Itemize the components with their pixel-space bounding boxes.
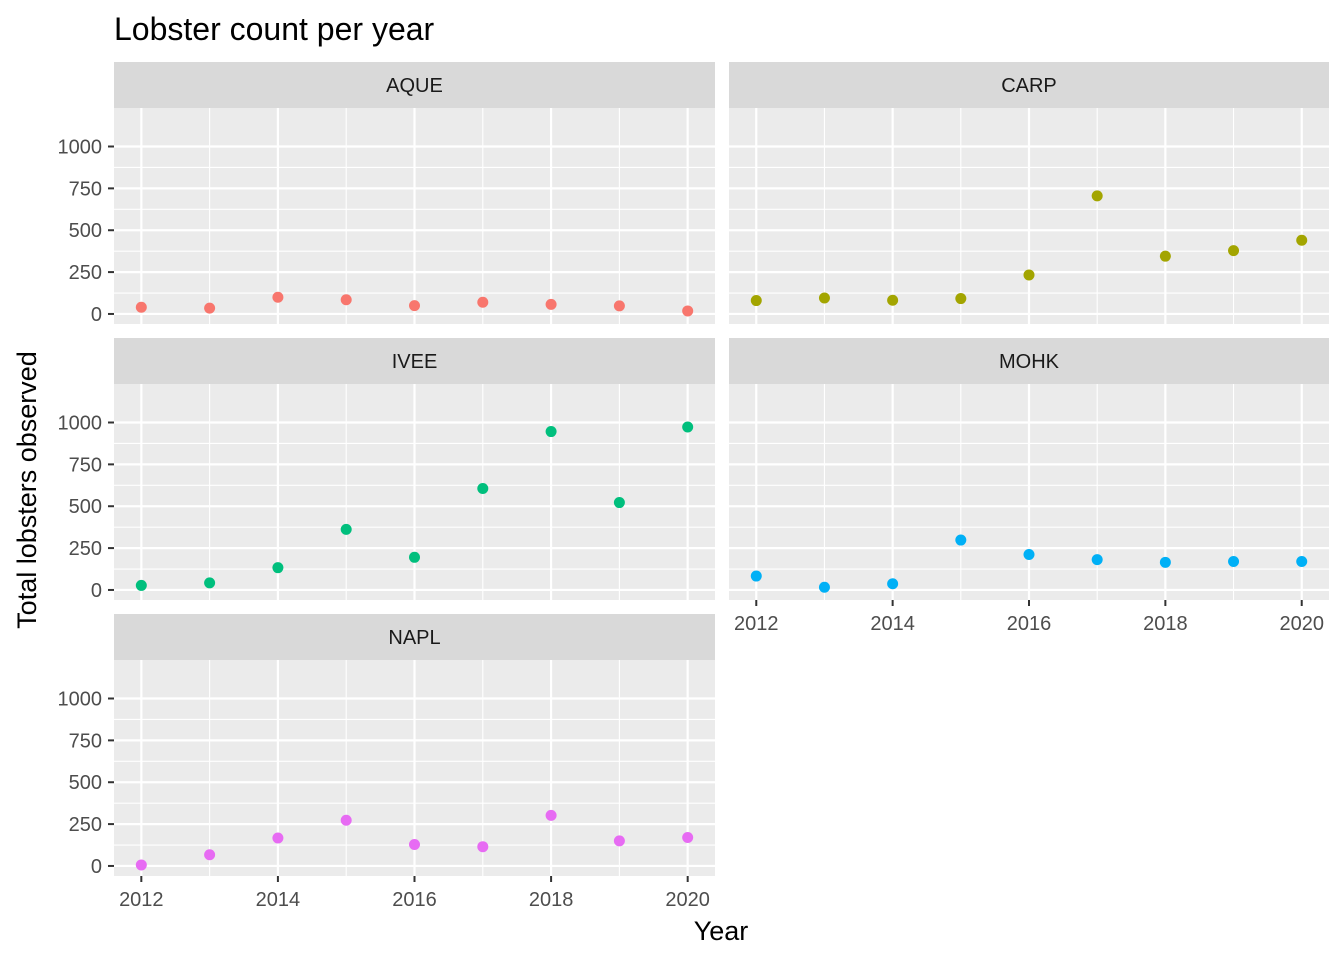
data-point-mohk bbox=[1091, 554, 1103, 566]
chart-title: Lobster count per year bbox=[114, 11, 435, 47]
facet-panel-mohk: MOHK 2012 2014 2016 2018 2020 bbox=[729, 338, 1329, 635]
data-point-ivee bbox=[204, 577, 216, 589]
data-point-napl bbox=[135, 859, 147, 871]
facet-strip-label-carp: CARP bbox=[1001, 75, 1057, 97]
x-tick-label: 2012 bbox=[119, 889, 164, 911]
data-point-aque bbox=[545, 298, 557, 310]
data-point-aque bbox=[272, 291, 284, 303]
data-point-aque bbox=[204, 302, 216, 314]
y-tick-label: 500 bbox=[69, 772, 102, 794]
data-point-aque bbox=[340, 294, 352, 306]
y-tick-label: 1000 bbox=[58, 689, 103, 711]
x-tick-label: 2016 bbox=[1007, 613, 1052, 635]
data-point-carp bbox=[818, 292, 830, 304]
y-tick-label: 250 bbox=[69, 814, 102, 836]
data-point-carp bbox=[750, 295, 762, 307]
data-point-mohk bbox=[750, 570, 762, 582]
x-tick-label: 2016 bbox=[392, 889, 437, 911]
data-point-mohk bbox=[1159, 556, 1171, 568]
data-point-ivee bbox=[340, 523, 352, 535]
facet-panels: AQUE 0 250 500 750 1000 CARP IVEE 0 250 500 750 1000… bbox=[58, 62, 1329, 911]
facet-strip-label-ivee: IVEE bbox=[392, 351, 438, 373]
data-point-napl bbox=[613, 835, 625, 847]
x-tick-label: 2018 bbox=[529, 889, 574, 911]
facet-strip-mohk bbox=[729, 338, 1329, 384]
data-point-napl bbox=[340, 814, 352, 826]
data-point-napl bbox=[545, 809, 557, 821]
y-tick-label: 750 bbox=[69, 454, 102, 476]
facet-strip-label-aque: AQUE bbox=[386, 75, 443, 97]
x-tick-label: 2014 bbox=[256, 889, 301, 911]
y-tick-label: 0 bbox=[91, 856, 102, 878]
y-tick-label: 500 bbox=[69, 496, 102, 518]
facet-strip-carp bbox=[729, 62, 1329, 108]
data-point-carp bbox=[1228, 245, 1240, 257]
y-tick-label: 0 bbox=[91, 304, 102, 326]
data-point-mohk bbox=[1296, 555, 1308, 567]
data-point-mohk bbox=[887, 578, 899, 590]
facet-panel-napl: NAPL 0 250 500 750 1000 2012 2014 2016 2018 2020 bbox=[58, 614, 715, 911]
x-tick-label: 2018 bbox=[1143, 613, 1188, 635]
y-tick-label: 500 bbox=[69, 220, 102, 242]
facet-strip-label-mohk: MOHK bbox=[999, 351, 1060, 373]
data-point-aque bbox=[135, 301, 147, 313]
x-tick-label: 2014 bbox=[870, 613, 915, 635]
data-point-aque bbox=[477, 296, 489, 308]
data-point-aque bbox=[409, 300, 420, 312]
data-point-ivee bbox=[682, 421, 694, 433]
y-tick-label: 750 bbox=[69, 730, 102, 752]
y-tick-label: 1000 bbox=[58, 413, 103, 435]
data-point-ivee bbox=[613, 497, 625, 509]
y-axis-title: Total lobsters observed bbox=[12, 351, 42, 629]
data-point-ivee bbox=[409, 551, 420, 563]
data-point-napl bbox=[204, 849, 216, 861]
data-point-ivee bbox=[545, 426, 557, 438]
facet-panel-ivee: IVEE 0 250 500 750 1000 bbox=[58, 338, 715, 602]
data-point-ivee bbox=[272, 562, 284, 574]
facet-strip-ivee bbox=[114, 338, 715, 384]
data-point-carp bbox=[887, 294, 899, 306]
x-tick-label: 2012 bbox=[734, 613, 779, 635]
data-point-napl bbox=[682, 831, 694, 843]
y-tick-label: 0 bbox=[91, 580, 102, 602]
data-point-aque bbox=[682, 305, 694, 317]
x-tick-label: 2020 bbox=[665, 889, 710, 911]
facet-strip-napl bbox=[114, 614, 715, 660]
facet-panel-carp: CARP bbox=[729, 62, 1329, 324]
facet-panel-aque: AQUE 0 250 500 750 1000 bbox=[58, 62, 715, 326]
data-point-aque bbox=[613, 300, 625, 312]
x-tick-label: 2020 bbox=[1279, 613, 1324, 635]
y-tick-label: 250 bbox=[69, 538, 102, 560]
data-point-mohk bbox=[1228, 555, 1240, 567]
data-point-napl bbox=[477, 841, 489, 853]
data-point-carp bbox=[1023, 269, 1035, 281]
data-point-mohk bbox=[955, 534, 967, 546]
data-point-napl bbox=[409, 839, 420, 851]
x-axis-title: Year bbox=[694, 916, 749, 946]
y-tick-label: 1000 bbox=[58, 137, 103, 159]
data-point-mohk bbox=[818, 581, 830, 593]
y-tick-label: 250 bbox=[69, 262, 102, 284]
data-point-mohk bbox=[1023, 548, 1035, 560]
data-point-carp bbox=[955, 293, 967, 305]
y-tick-label: 750 bbox=[69, 178, 102, 200]
facet-strip-label-napl: NAPL bbox=[388, 627, 440, 649]
data-point-carp bbox=[1091, 190, 1103, 202]
facet-strip-aque bbox=[114, 62, 715, 108]
data-point-carp bbox=[1296, 234, 1308, 246]
data-point-carp bbox=[1159, 250, 1171, 262]
data-point-ivee bbox=[477, 482, 489, 494]
data-point-napl bbox=[272, 832, 284, 844]
data-point-ivee bbox=[135, 579, 147, 591]
